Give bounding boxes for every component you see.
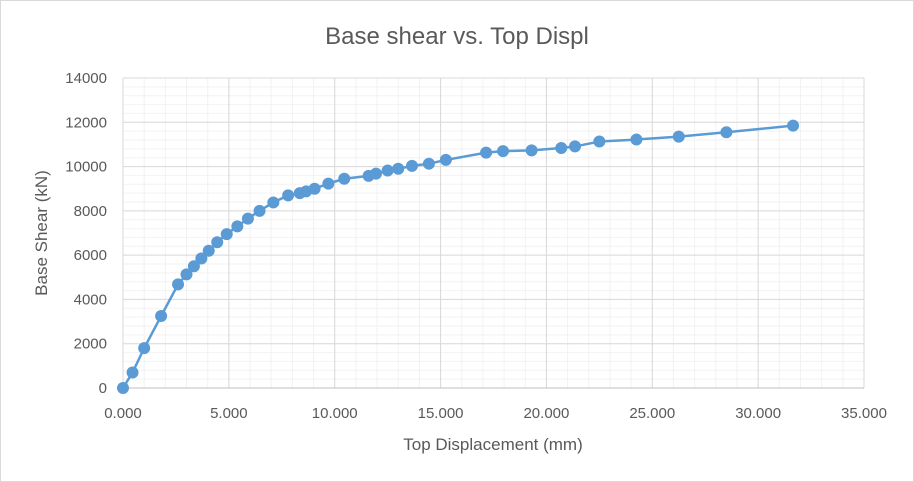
data-point — [195, 252, 208, 265]
data-point — [187, 260, 200, 273]
data-point — [525, 144, 538, 157]
data-point — [392, 162, 405, 175]
data-point — [117, 382, 129, 394]
data-point — [282, 189, 295, 202]
x-axis-title: Top Displacement (mm) — [403, 435, 583, 454]
data-point — [241, 212, 254, 225]
series-line — [121, 124, 794, 389]
data-point — [172, 278, 185, 291]
data-point — [202, 244, 215, 257]
y-tick-label: 4000 — [74, 291, 107, 308]
minor-gridlines — [122, 77, 865, 389]
data-point — [672, 130, 685, 143]
data-point — [308, 182, 321, 195]
data-point — [180, 268, 193, 281]
data-point — [569, 140, 582, 153]
x-tick-label: 15.000 — [418, 405, 464, 422]
data-point — [480, 146, 493, 159]
data-point — [267, 196, 280, 209]
y-tick-label: 2000 — [74, 336, 107, 353]
x-tick-labels: 0.000 5.000 10.000 15.000 20.000 25.000 30.000… — [104, 405, 887, 422]
data-point — [787, 119, 800, 132]
chart-title: Base shear vs. Top Displ — [325, 23, 589, 50]
data-point — [381, 164, 394, 177]
x-tick-label: 25.000 — [629, 405, 675, 422]
data-point — [155, 310, 168, 323]
y-tick-label: 10000 — [65, 159, 107, 176]
data-point — [253, 204, 266, 217]
data-point — [555, 141, 568, 154]
major-gridlines — [122, 77, 865, 388]
x-tick-label: 0.000 — [104, 405, 142, 422]
x-tick-label: 10.000 — [312, 405, 358, 422]
data-point — [220, 228, 233, 241]
y-tick-label: 8000 — [74, 203, 107, 220]
x-tick-label: 20.000 — [523, 405, 569, 422]
y-tick-label: 12000 — [65, 114, 107, 131]
data-point — [439, 153, 452, 166]
x-tick-label: 35.000 — [841, 405, 887, 422]
data-point — [338, 172, 351, 185]
y-tick-labels: 0 2000 4000 6000 8000 10000 12000 14000 — [65, 70, 107, 397]
y-axis-title: Base Shear (kN) — [32, 170, 51, 296]
data-point — [593, 135, 606, 148]
data-point — [720, 126, 733, 139]
data-point — [405, 159, 418, 172]
y-tick-label: 14000 — [65, 70, 107, 87]
data-point — [211, 236, 224, 249]
y-tick-label: 6000 — [74, 247, 107, 264]
series-group — [117, 119, 800, 394]
y-tick-label: 0 — [99, 380, 107, 397]
data-point — [497, 145, 510, 158]
x-tick-label: 5.000 — [210, 405, 248, 422]
data-point — [126, 366, 139, 379]
data-point — [322, 177, 335, 190]
data-point — [630, 133, 643, 146]
data-point — [422, 157, 435, 170]
data-point — [231, 220, 244, 233]
data-point — [138, 342, 151, 355]
x-tick-label: 30.000 — [735, 405, 781, 422]
data-point — [369, 167, 382, 180]
